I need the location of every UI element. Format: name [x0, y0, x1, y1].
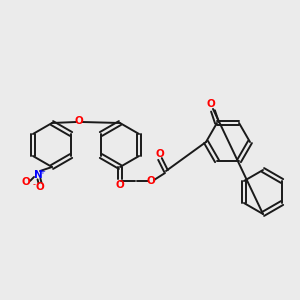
Text: O: O: [147, 176, 155, 186]
Text: N: N: [34, 170, 42, 180]
Text: O: O: [36, 182, 44, 192]
Text: O: O: [116, 180, 124, 190]
Text: -: -: [32, 181, 35, 190]
Text: +: +: [39, 169, 45, 175]
Text: O: O: [75, 116, 83, 126]
Text: O: O: [207, 99, 215, 109]
Text: O: O: [156, 149, 164, 159]
Text: O: O: [22, 177, 30, 187]
